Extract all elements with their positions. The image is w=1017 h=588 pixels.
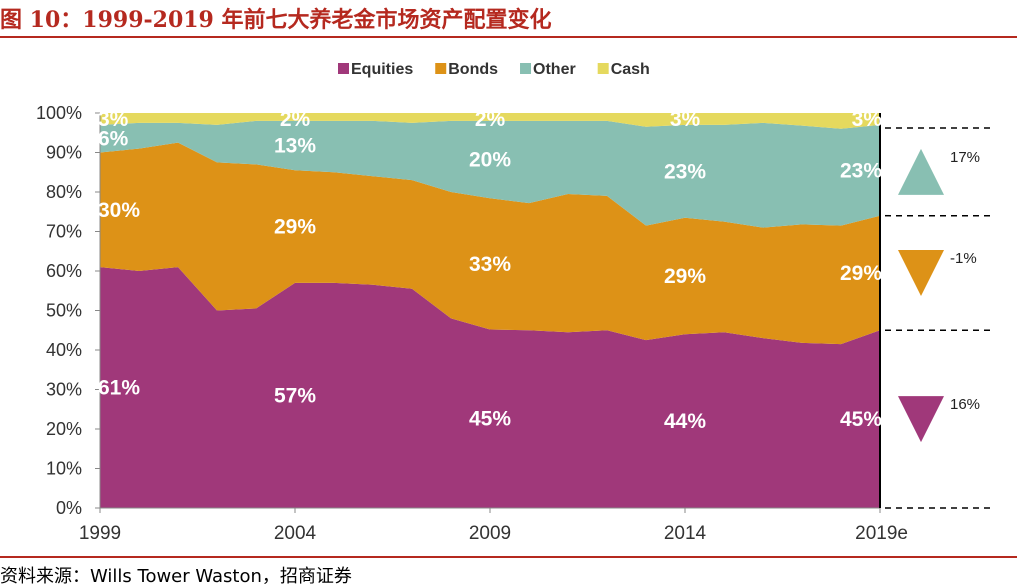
series-areas	[100, 113, 880, 508]
legend: Equities Bonds Other Cash	[338, 61, 650, 78]
legend-label-bonds: Bonds	[448, 61, 498, 78]
legend-swatch-equities	[338, 63, 349, 74]
y-tick-label: 40%	[46, 340, 82, 360]
data-label-bonds: 33%	[469, 253, 511, 276]
area-other	[100, 120, 880, 228]
change-value-other: 17%	[950, 149, 980, 166]
title-divider	[0, 36, 1017, 38]
data-label-equities: 45%	[469, 408, 511, 431]
data-label-cash: 2%	[475, 108, 506, 131]
source-divider	[0, 556, 1017, 558]
y-tick-label: 30%	[46, 380, 82, 400]
y-tick-label: 20%	[46, 419, 82, 439]
y-tick-label: 80%	[46, 182, 82, 202]
legend-swatch-bonds	[435, 63, 447, 74]
area-bonds	[100, 142, 880, 345]
y-tick-label: 70%	[46, 222, 82, 242]
data-label-bonds: 29%	[840, 262, 882, 285]
data-label-other: 23%	[664, 160, 706, 183]
data-label-equities: 44%	[664, 410, 706, 433]
data-label-other: 20%	[469, 149, 511, 172]
data-label-cash: 3%	[670, 108, 701, 131]
data-labels: 61% 57% 45% 44% 45% 30% 29% 33% 29% 29% 6% 13% 20% 23…	[98, 108, 882, 433]
data-label-other: 6%	[98, 128, 129, 151]
data-label-cash: 3%	[852, 108, 883, 131]
data-label-other: 23%	[840, 159, 882, 182]
data-label-equities: 61%	[98, 377, 140, 400]
source-note: 资料来源：Wills Tower Waston，招商证券	[0, 566, 352, 587]
up-triangle-icon	[898, 148, 944, 195]
area-cash	[100, 113, 880, 129]
data-label-bonds: 30%	[98, 199, 140, 222]
x-tick-label: 2004	[274, 523, 317, 544]
legend-label-cash: Cash	[611, 61, 650, 78]
y-tick-label: 10%	[46, 459, 82, 479]
y-tick-label: 50%	[46, 301, 82, 321]
legend-swatch-other	[520, 63, 532, 74]
x-tick-label: 1999	[79, 523, 121, 544]
legend-label-equities: Equities	[351, 61, 413, 78]
y-tick-label: 100%	[36, 103, 82, 123]
x-tick-label: 2014	[664, 523, 707, 544]
area-equities	[100, 267, 880, 508]
y-tick-label: 0%	[56, 498, 82, 518]
data-label-bonds: 29%	[664, 265, 706, 288]
y-tick-label: 90%	[46, 143, 82, 163]
data-label-cash: 3%	[98, 108, 129, 131]
chart-title: 图 10：1999-2019 年前七大养老金市场资产配置变化	[0, 7, 552, 33]
change-value-bonds: -1%	[950, 250, 977, 267]
change-value-equities: 16%	[950, 396, 980, 413]
data-label-bonds: 29%	[274, 216, 316, 239]
x-tick-label: 2019e	[855, 523, 908, 544]
data-label-equities: 45%	[840, 408, 882, 431]
data-label-cash: 2%	[280, 108, 311, 131]
x-tick-label: 2009	[469, 523, 511, 544]
legend-label-other: Other	[533, 61, 576, 78]
axes: 0% 10% 20% 30% 40% 50% 60% 70% 80% 90% 100% 1999 200…	[36, 103, 908, 544]
stacked-area-chart: Equities Bonds Other Cash 0% 10% 20% 30% 40% 50%…	[36, 61, 995, 544]
legend-swatch-cash	[597, 63, 609, 74]
down-triangle-icon	[898, 396, 944, 443]
data-label-equities: 57%	[274, 384, 316, 407]
change-annotations: 17% -1% 16%	[885, 127, 995, 509]
y-tick-label: 60%	[46, 261, 82, 281]
down-triangle-icon	[898, 249, 944, 296]
data-label-other: 13%	[274, 135, 316, 158]
